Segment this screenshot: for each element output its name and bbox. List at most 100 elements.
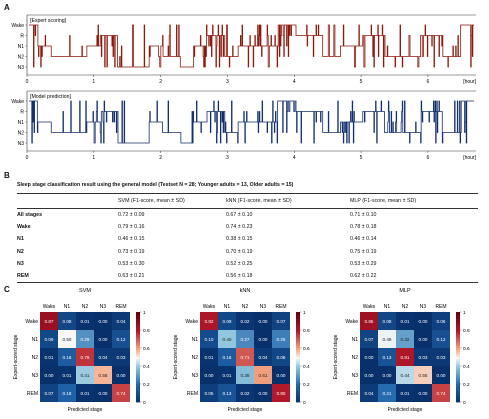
cell-value: 0.02	[241, 319, 250, 324]
matrix-cell	[236, 366, 254, 384]
colorbar-tick-label: 0.4	[303, 364, 310, 370]
cell-value: 0.21	[383, 391, 392, 396]
x-unit-label: [hour]	[463, 79, 476, 85]
colorbar-segment	[136, 399, 140, 403]
row-label: N1	[352, 337, 359, 343]
colorbar-segment	[456, 370, 460, 374]
cell-value: 0.55	[419, 373, 428, 378]
cell-mlp: 0.75 ± 0.19	[350, 248, 377, 255]
row-stage: N1	[17, 236, 24, 243]
table-header-mlp: MLP (F1-score, mean ± SD)	[350, 193, 478, 209]
panel-c-letter: C	[4, 285, 10, 294]
matrix-cell	[112, 312, 130, 330]
x-tick-label: 2	[159, 155, 162, 161]
cell-knn: 0.56 ± 0.18	[226, 269, 350, 284]
colorbar-segment	[456, 321, 460, 324]
colorbar-segment	[296, 395, 300, 398]
colorbar-segment	[296, 352, 300, 356]
colorbar-segment	[456, 368, 460, 371]
cell-value: 0.01	[401, 391, 410, 396]
cell-knn: 0.52 ± 0.25	[226, 260, 253, 267]
hypnogram-figure: [Expert scoring] Wake R N1 N2 N3 0 1 2 3 4 5 6 [hour]…	[11, 14, 477, 161]
colorbar-segment	[136, 321, 140, 324]
cell-value: 0.40	[223, 337, 232, 342]
cell-value: 0.01	[223, 373, 232, 378]
cell-value: 0.74	[117, 391, 126, 396]
colorbar-segment	[136, 314, 140, 317]
table-row: N3 0.53 ± 0.30 0.52 ± 0.25 0.53 ± 0.29	[17, 258, 478, 270]
cell-value: 0.58	[99, 373, 108, 378]
colorbar-segment	[296, 370, 300, 374]
matrix-cell	[76, 384, 94, 402]
matrix-cell	[200, 366, 218, 384]
cell-value: 0.07	[45, 391, 54, 396]
matrix-title: SVM	[79, 288, 91, 294]
table-row: Wake 0.79 ± 0.16 0.74 ± 0.23 0.78 ± 0.18	[17, 221, 478, 233]
colorbar-tick-label: 0.8	[143, 328, 150, 334]
row-label: N3	[352, 373, 359, 379]
cell-value: 0.06	[437, 319, 446, 324]
colorbar-segment	[136, 352, 140, 356]
matrix-cell	[396, 312, 414, 330]
colorbar-segment	[456, 334, 460, 338]
colorbar-segment	[456, 363, 460, 367]
colorbar-segment	[296, 336, 300, 340]
panel-a-letter: A	[4, 3, 10, 12]
colorbar-segment	[456, 330, 460, 333]
cell-value: 0.44	[401, 373, 410, 378]
colorbar-segment	[296, 375, 300, 378]
expert-scoring-label: [Expert scoring]	[30, 18, 67, 24]
cell-value: 0.03	[437, 355, 446, 360]
matrix-cell	[76, 312, 94, 330]
cell-value: 0.71	[241, 355, 250, 360]
cell-value: 0.13	[223, 391, 232, 396]
colorbar-segment	[296, 368, 300, 371]
cell-value: 0.81	[401, 355, 410, 360]
cell-value: 0.04	[259, 355, 268, 360]
stage-tick-label: R	[20, 33, 24, 39]
matrix-cell	[272, 384, 290, 402]
matrix-cell	[218, 312, 236, 330]
row-stage: N3	[17, 260, 24, 267]
panel-b-letter: B	[4, 171, 10, 180]
matrix-cell	[378, 348, 396, 366]
cell-svm: 0.73 ± 0.19	[118, 248, 145, 255]
colorbar-segment	[296, 377, 300, 380]
cell-value: 0.08	[277, 355, 286, 360]
cell-value: 0.00	[99, 319, 108, 324]
column-label: Wake	[363, 304, 376, 310]
stage-tick-label: N3	[18, 141, 25, 147]
table-title: Sleep stage classification result using …	[17, 182, 294, 188]
colorbar-segment	[136, 359, 140, 362]
cell-knn: 0.74 ± 0.23	[226, 224, 253, 231]
colorbar-segment	[296, 363, 300, 367]
x-axis-label: Predicted stage	[228, 407, 263, 413]
table-row: N2 0.73 ± 0.19 0.70 ± 0.19 0.75 ± 0.19	[17, 246, 478, 258]
cell-value: 0.00	[45, 373, 54, 378]
table-row: REM 0.63 ± 0.21 0.56 ± 0.18 0.62 ± 0.22	[17, 269, 478, 284]
cell-value: 0.00	[259, 391, 268, 396]
colorbar-segment	[296, 366, 300, 369]
cell-value: 0.12	[437, 337, 446, 342]
matrix-cell	[272, 348, 290, 366]
colorbar-segment	[296, 334, 300, 338]
hypnogram-trace	[29, 100, 474, 144]
cell-value: 0.32	[401, 337, 410, 342]
matrix-cell	[40, 312, 58, 330]
colorbar-segment	[136, 348, 140, 351]
row-label: N3	[192, 373, 199, 379]
colorbar-segment	[136, 372, 140, 376]
matrix-cell	[236, 312, 254, 330]
colorbar-segment	[296, 354, 300, 358]
colorbar-segment	[136, 379, 140, 383]
colorbar-tick-label: 0.8	[303, 328, 310, 334]
colorbar-segment	[296, 379, 300, 383]
cell-value: 0.07	[277, 319, 286, 324]
colorbar-segment	[456, 397, 460, 401]
column-label: REM	[275, 304, 286, 310]
matrix-title: MLP	[399, 288, 411, 294]
colorbar-segment	[456, 372, 460, 376]
row-label: N1	[32, 337, 39, 343]
cell-knn: 0.70 ± 0.19	[226, 248, 253, 255]
colorbar-segment	[456, 316, 460, 320]
